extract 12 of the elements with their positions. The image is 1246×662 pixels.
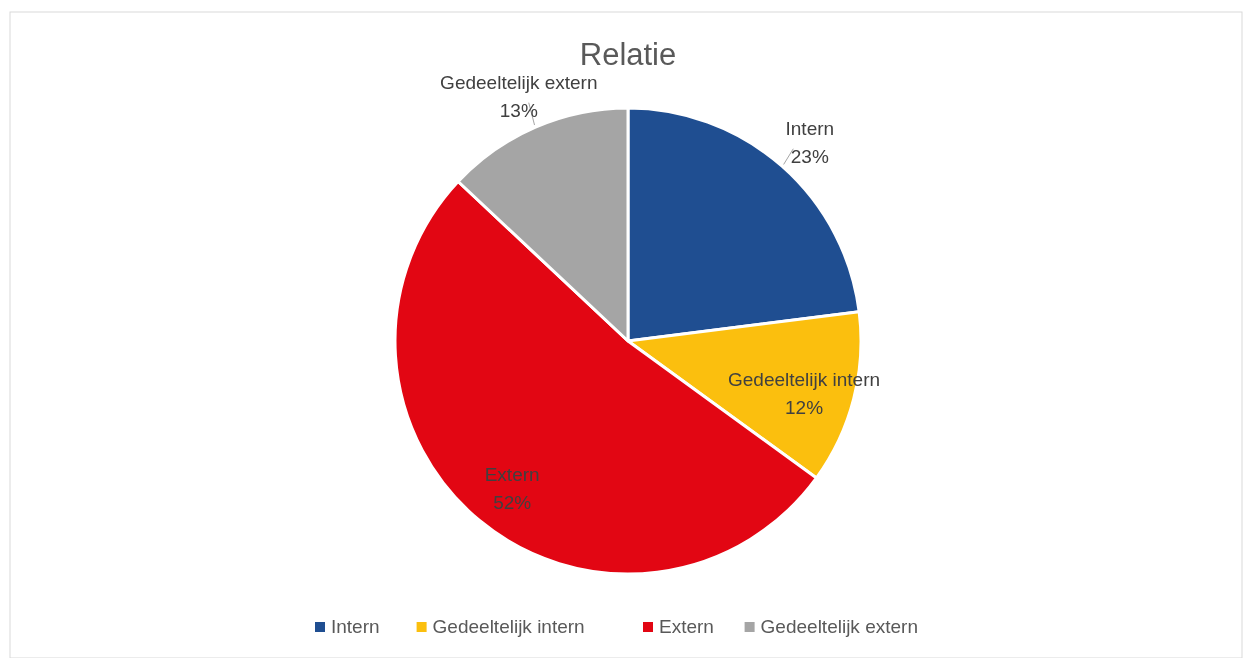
legend-label: Extern: [659, 616, 714, 637]
legend-label: Intern: [331, 616, 380, 637]
slice-label: Extern: [484, 464, 540, 486]
slice-label: Gedeeltelijk extern: [440, 71, 598, 93]
legend-label: Gedeeltelijk extern: [760, 616, 918, 637]
data-label: 52%: [493, 492, 532, 514]
slice-label: Intern: [785, 117, 835, 139]
data-label: 12%: [785, 397, 824, 419]
data-label: 13%: [499, 99, 538, 121]
chart-title: Relatie: [579, 37, 677, 72]
legend-label: Gedeeltelijk intern: [432, 616, 585, 637]
data-label: 23%: [790, 145, 829, 167]
